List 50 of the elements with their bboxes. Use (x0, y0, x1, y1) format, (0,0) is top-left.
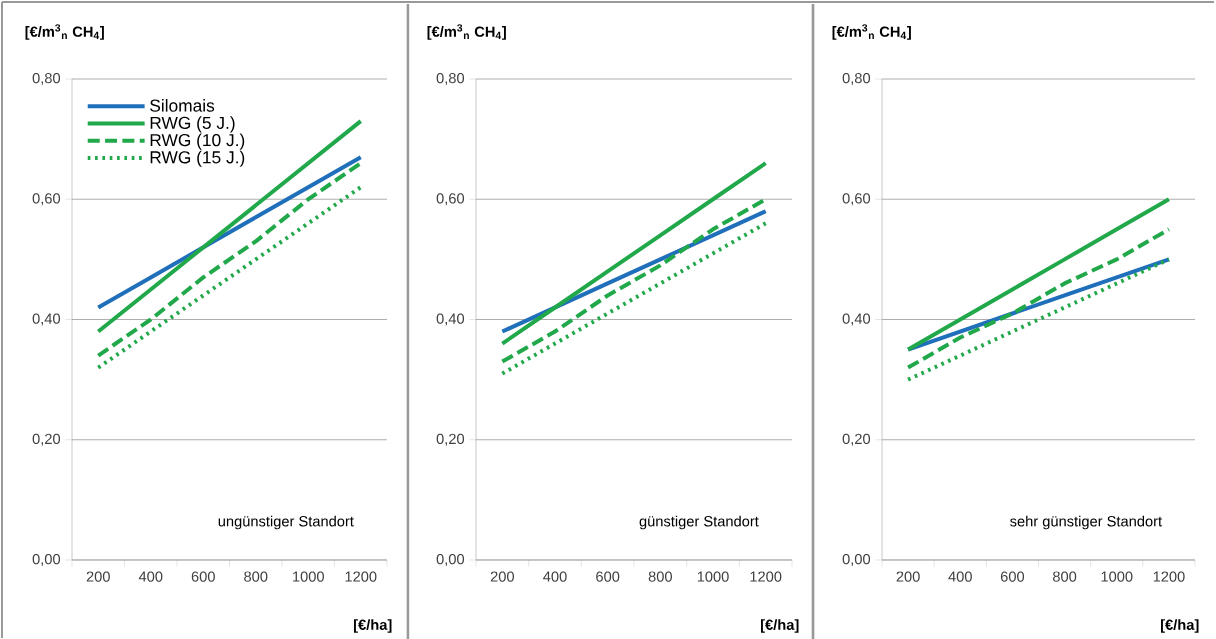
x-tick-label: 1200 (1153, 571, 1185, 582)
y-tick-label: 0,60 (32, 193, 61, 206)
y-axis-title: [€/m$^{3}$$_{n}$ CH$_{4}$] (25, 24, 104, 40)
x-tick-label: 200 (490, 571, 514, 582)
x-tick-label: 200 (896, 571, 920, 582)
y-axis-title: [€/m$^{3}$$_{n}$ CH$_{4}$] (427, 24, 506, 40)
line-series (500, 161, 768, 346)
y-tick-label: 0,80 (842, 72, 871, 86)
y-tick-label: 0,60 (842, 193, 871, 206)
x-tick-label: 400 (543, 571, 567, 582)
legend-label: RWG (5 J.) (150, 116, 235, 133)
y-tick-label: 0,60 (436, 193, 465, 206)
legend-label: RWG (15 J.) (150, 150, 245, 167)
y-tick-label: 0,00 (436, 553, 465, 567)
annotation: ungünstiger Standort (218, 515, 354, 530)
x-tick-label: 1200 (345, 571, 377, 582)
x-axis-title: [€/ha] (354, 619, 392, 633)
x-tick-label: 800 (244, 571, 268, 582)
y-tick-label: 0,20 (842, 433, 871, 446)
x-tick-label: 1000 (293, 571, 324, 582)
y-tick-label: 0,80 (436, 72, 465, 86)
y-tick-label: 0,20 (436, 433, 465, 446)
x-tick-label: 1000 (1101, 571, 1133, 582)
x-tick-label: 800 (648, 571, 672, 582)
y-tick-label: 0,40 (32, 313, 61, 326)
x-tick-label: 400 (948, 571, 972, 582)
x-tick-label: 1000 (697, 571, 729, 582)
annotation: günstiger Standort (639, 515, 759, 530)
y-tick-label: 0,80 (32, 72, 61, 86)
x-axis-title: [€/ha] (1161, 619, 1199, 633)
y-axis-title: [€/m$^{3}$$_{n}$ CH$_{4}$] (832, 24, 911, 40)
x-tick-label: 200 (86, 571, 110, 582)
y-tick-label: 0,20 (32, 433, 61, 446)
line-series (906, 257, 1171, 382)
x-tick-label: 400 (138, 571, 163, 582)
x-tick-label: 1200 (750, 571, 782, 582)
legend-label: RWG (10 J.) (150, 133, 245, 150)
y-tick-label: 0,40 (436, 313, 465, 326)
line-series (906, 227, 1171, 370)
annotation: sehr günstiger Standort (1010, 515, 1162, 530)
y-tick-label: 0,40 (842, 313, 871, 326)
x-tick-label: 800 (1052, 571, 1077, 582)
y-tick-label: 0,00 (32, 553, 61, 567)
x-tick-label: 600 (596, 571, 620, 582)
x-axis-title: [€/ha] (761, 619, 799, 633)
x-tick-label: 600 (1000, 571, 1025, 582)
y-tick-label: 0,00 (842, 553, 871, 567)
line-series (96, 185, 363, 370)
legend-label: Silomais (150, 99, 215, 112)
x-tick-label: 600 (191, 571, 215, 582)
